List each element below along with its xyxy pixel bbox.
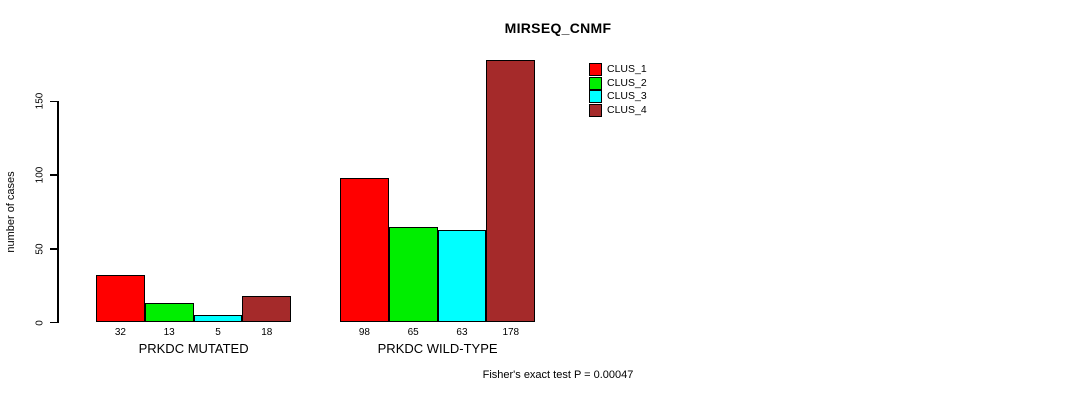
legend-label-clus-2: CLUS_2 [607, 76, 647, 89]
x-category-label-prkdc-mutated: PRKDC MUTATED [138, 341, 249, 356]
legend-label-clus-1: CLUS_1 [607, 63, 647, 75]
y-axis-tick-label: 0 [34, 319, 46, 326]
bar-value-label: 65 [407, 326, 419, 338]
legend-swatch-clus-2 [589, 76, 602, 90]
bar-clus-2-prkdc-mutated [144, 303, 194, 323]
y-axis-line [57, 101, 59, 324]
legend-item-clus-2: CLUS_2 [589, 76, 647, 90]
legend-swatch-clus-3 [589, 90, 602, 104]
bar-value-label: 32 [114, 326, 126, 338]
y-axis-tick-label: 100 [34, 166, 46, 184]
bar-clus-3-prkdc-wild-type [437, 229, 487, 323]
chart-title: MIRSEQ_CNMF [504, 20, 612, 36]
y-axis-tick-label: 50 [34, 243, 46, 255]
x-category-label-prkdc-wild-type: PRKDC WILD-TYPE [377, 341, 498, 356]
legend-item-clus-4: CLUS_4 [589, 103, 647, 117]
legend-item-clus-3: CLUS_3 [589, 90, 647, 104]
bar-value-label: 98 [358, 326, 370, 338]
bar-clus-2-prkdc-wild-type [388, 226, 438, 323]
y-axis-tick-label: 150 [34, 92, 46, 110]
bar-value-label: 178 [502, 326, 520, 338]
bar-value-label: 13 [163, 326, 175, 338]
y-axis-tick [50, 248, 58, 250]
bar-value-label: 63 [456, 326, 468, 338]
y-axis-tick [50, 174, 58, 176]
legend-item-clus-1: CLUS_1 [589, 63, 647, 76]
bar-value-label: 18 [261, 326, 273, 338]
bar-clus-3-prkdc-mutated [193, 315, 243, 323]
legend-swatch-clus-4 [589, 103, 602, 117]
y-axis-tick [50, 321, 58, 324]
fisher-test-annotation: Fisher's exact test P = 0.00047 [482, 369, 634, 381]
bar-value-label: 5 [215, 326, 221, 338]
bar-clus-4-prkdc-wild-type [486, 60, 536, 323]
bar-clus-4-prkdc-mutated [242, 295, 292, 323]
legend-swatch-clus-1 [589, 63, 602, 76]
bar-clus-1-prkdc-wild-type [340, 177, 389, 323]
y-axis-tick [50, 100, 58, 103]
legend: CLUS_1 CLUS_2 CLUS_3 CLUS_4 [589, 63, 647, 117]
bar-clus-1-prkdc-mutated [96, 275, 145, 323]
legend-label-clus-3: CLUS_3 [607, 90, 647, 103]
legend-label-clus-4: CLUS_4 [607, 103, 647, 116]
